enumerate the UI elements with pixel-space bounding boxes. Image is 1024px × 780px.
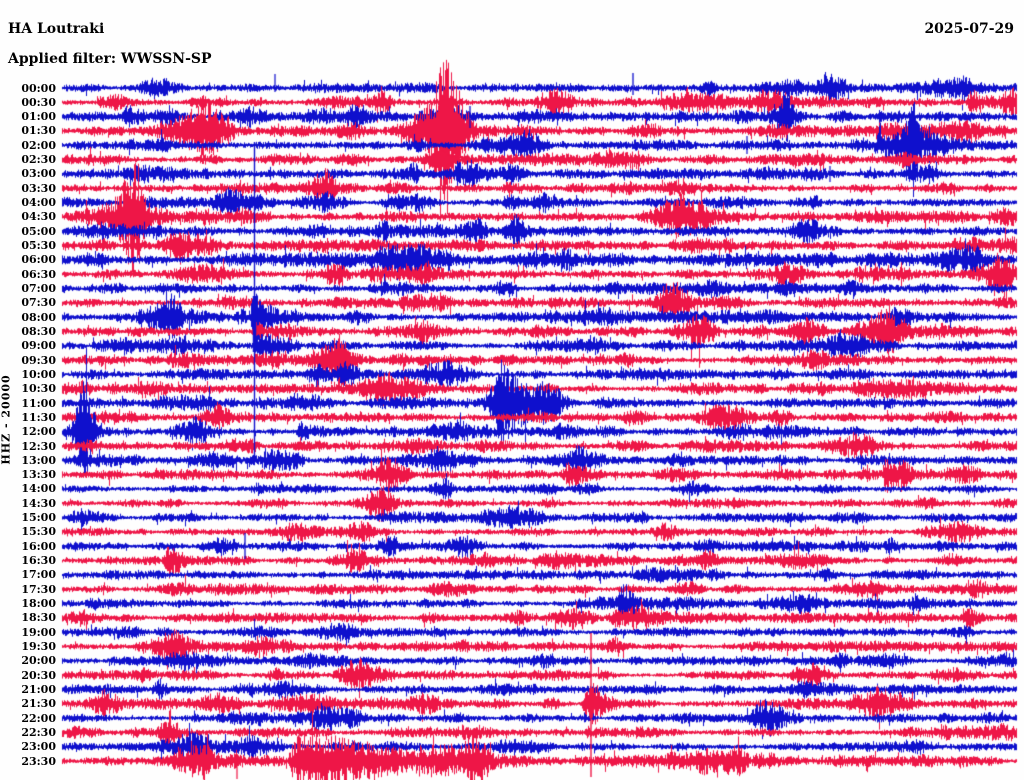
helicorder-page: HA Loutraki 2025-07-29 Applied filter: W…: [0, 0, 1024, 780]
helicorder-traces: [0, 0, 1024, 780]
